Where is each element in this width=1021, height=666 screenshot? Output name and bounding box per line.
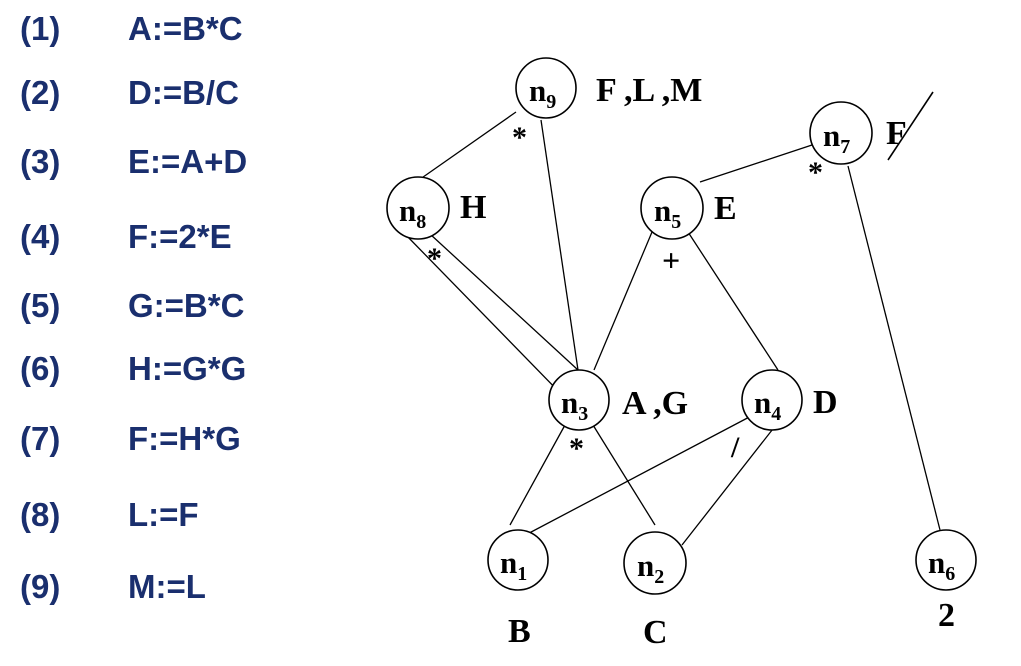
- statement-code: G:=B*C: [128, 287, 245, 324]
- statement-number: (7): [20, 420, 61, 457]
- node-n9-operator: *: [512, 121, 527, 154]
- node-n7-circle: [809, 101, 873, 165]
- edge-n5-n4: [687, 231, 779, 371]
- node-n7-operator: *: [808, 156, 823, 189]
- node-n8-id: n8: [399, 193, 426, 233]
- statement-number: (2): [20, 74, 61, 111]
- node-n5-label: E: [714, 190, 737, 227]
- edge-n3-n1: [509, 424, 566, 526]
- node-n4-operator: /: [730, 431, 740, 464]
- node-n5-id: n5: [654, 193, 681, 233]
- edge-n4-n2: [681, 424, 777, 546]
- node-n9-id: n9: [529, 73, 556, 113]
- node-n2-id: n2: [637, 548, 664, 588]
- node-n9-label: F ,L ,M: [596, 72, 702, 109]
- statement-code: M:=L: [128, 568, 206, 605]
- node-n6-id: n6: [928, 545, 955, 585]
- node-n3-circle: [548, 369, 610, 431]
- statement-5: (5) G:=B*C: [0, 287, 330, 335]
- statement-2: (2) D:=B/C: [0, 74, 330, 122]
- edge-n7-n5: [699, 144, 813, 183]
- statement-number: (1): [20, 10, 61, 47]
- statement-code: A:=B*C: [128, 10, 243, 47]
- node-n2-label: C: [643, 614, 668, 651]
- statement-number: (9): [20, 568, 61, 605]
- node-n3-id: n3: [561, 385, 588, 425]
- node-n3-label: A ,G: [622, 385, 688, 422]
- edge-n9-n8: [415, 111, 517, 183]
- edge-n8-n3-right: [429, 233, 579, 371]
- statement-4: (4) F:=2*E: [0, 218, 330, 266]
- node-n2-circle: [623, 531, 687, 595]
- node-n8-label: H: [460, 189, 486, 226]
- edge-n5-n3: [593, 231, 653, 371]
- statement-number: (3): [20, 143, 61, 180]
- node-n1-label: B: [508, 613, 531, 650]
- node-n1-id: n1: [500, 545, 527, 585]
- statement-code: H:=G*G: [128, 350, 247, 387]
- node-n5-operator: +: [662, 242, 680, 278]
- statement-6: (6) H:=G*G: [0, 350, 330, 398]
- node-n6-circle: [915, 529, 977, 591]
- statement-3: (3) E:=A+D: [0, 143, 330, 191]
- node-n7-label: F: [886, 115, 907, 152]
- node-n8-circle: [386, 176, 450, 240]
- strike-through-mark: [887, 91, 934, 161]
- node-n4-circle: [741, 369, 803, 431]
- statement-code: F:=H*G: [128, 420, 241, 457]
- edge-n9-n3: [540, 119, 579, 371]
- statement-number: (5): [20, 287, 61, 324]
- statement-code: L:=F: [128, 496, 199, 533]
- node-n3-operator: *: [569, 432, 584, 465]
- statement-9: (9) M:=L: [0, 568, 330, 616]
- edge-n7-n6: [847, 165, 941, 531]
- node-n9-circle: [515, 57, 577, 119]
- statement-number: (6): [20, 350, 61, 387]
- statement-number: (8): [20, 496, 61, 533]
- statement-code: D:=B/C: [128, 74, 239, 111]
- statement-code: E:=A+D: [128, 143, 248, 180]
- edge-n4-n1: [515, 413, 756, 541]
- node-n8-operator: *: [427, 242, 442, 275]
- node-n4-id: n4: [754, 385, 781, 425]
- node-n1-circle: [487, 529, 549, 591]
- edge-n3-n2: [592, 424, 656, 526]
- statement-code: F:=2*E: [128, 218, 232, 255]
- node-n6-label: 2: [938, 597, 955, 634]
- statement-1: (1) A:=B*C: [0, 10, 330, 58]
- node-n7-id: n7: [823, 118, 850, 158]
- node-n4-label: D: [813, 384, 838, 421]
- edge-n8-n3-left: [404, 233, 566, 399]
- statement-8: (8) L:=F: [0, 496, 330, 544]
- statement-number: (4): [20, 218, 61, 255]
- node-n5-circle: [640, 176, 704, 240]
- statement-7: (7) F:=H*G: [0, 420, 330, 468]
